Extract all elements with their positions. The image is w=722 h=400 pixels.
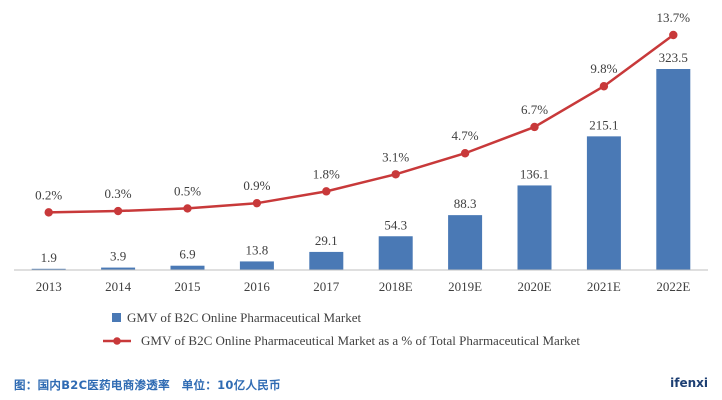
bar-2021E [586,136,621,270]
bar-2014 [101,267,136,270]
pct-point-2014 [113,206,123,216]
pct-point-2021E [599,82,609,91]
pct-point-2016 [252,198,262,208]
bar-value-label: 215.1 [589,117,618,132]
pct-value-label: 1.8% [313,166,340,181]
bar-value-label: 13.8 [246,242,269,257]
bar-2022E [656,69,691,270]
bars-layer [31,69,691,270]
bar-2015 [170,265,205,270]
x-tick-label: 2022E [656,279,690,294]
x-tick-label: 2019E [448,279,482,294]
x-tick-label: 2018E [379,279,413,294]
bar-value-label: 54.3 [384,217,407,232]
x-tick-label: 2021E [587,279,621,294]
bar-value-label: 136.1 [520,166,549,181]
bar-2018E [378,236,413,270]
x-tick-label: 2016 [244,279,271,294]
x-tick-label: 2020E [518,279,552,294]
bar-2020E [517,185,552,270]
pct-value-label: 0.2% [35,187,62,202]
footer: 图：国内B2C医药电商渗透率 单位：10亿人民币 ifenxi [0,370,722,400]
x-tick-label: 2017 [313,279,340,294]
pct-series-line [48,33,675,214]
footer-note: 图：国内B2C医药电商渗透率 单位：10亿人民币 [14,378,281,392]
bar-value-label: 323.5 [659,50,688,65]
legend-line-label: GMV of B2C Online Pharmaceutical Market … [141,333,580,348]
bar-2019E [448,215,483,270]
x-tick-label: 2015 [175,279,201,294]
pct-point-2017 [322,187,331,196]
pct-value-label: 6.7% [521,102,548,117]
legend-line-marker [113,337,121,345]
bar-value-label: 6.9 [179,247,195,262]
x-tick-label: 2014 [105,279,132,294]
pct-point-2020E [530,122,539,132]
bar-2017 [309,251,344,270]
legend: GMV of B2C Online Pharmaceutical Market … [103,310,580,348]
x-tick-label: 2013 [36,279,62,294]
pct-value-label: 0.9% [243,178,270,193]
bar-labels-layer: 1.9 3.9 6.9 13.8 29.1 54.3 88.3 136.1 215.1 323.5 [41,50,688,265]
bar-2013 [31,268,66,270]
bar-2016 [239,261,274,270]
pct-value-label: 0.3% [105,186,132,201]
pct-point-2013 [44,208,53,217]
pct-value-label: 0.5% [174,183,201,198]
bar-value-label: 1.9 [41,250,57,265]
chart: 1.9 3.9 6.9 13.8 29.1 54.3 88.3 136.1 215.1 323.5… [14,10,708,348]
pct-labels-layer: 0.2% 0.3% 0.5% 0.9% 1.8% 3.1% 4.7% 6.7% 9.8% 13.7… [35,10,690,202]
pct-value-label: 9.8% [590,61,617,76]
pct-point-2022E [669,30,678,40]
bar-value-label: 3.9 [110,249,126,264]
bar-value-label: 29.1 [315,233,338,248]
x-ticks-layer: 2013 2014 2015 2016 2017 2018E 2019E 2020E 2021E… [36,279,691,294]
brand-logo: ifenxi [670,376,708,390]
pct-point-2015 [183,204,192,213]
legend-bar-swatch [112,313,121,322]
pct-point-2019E [460,149,470,158]
pct-value-label: 3.1% [382,149,409,164]
pct-value-label: 13.7% [657,10,691,25]
pct-value-label: 4.7% [452,128,479,143]
line-layer [44,30,678,217]
pct-point-2018E [391,170,400,179]
bar-value-label: 88.3 [454,196,477,211]
legend-bar-label: GMV of B2C Online Pharmaceutical Market [127,310,361,325]
